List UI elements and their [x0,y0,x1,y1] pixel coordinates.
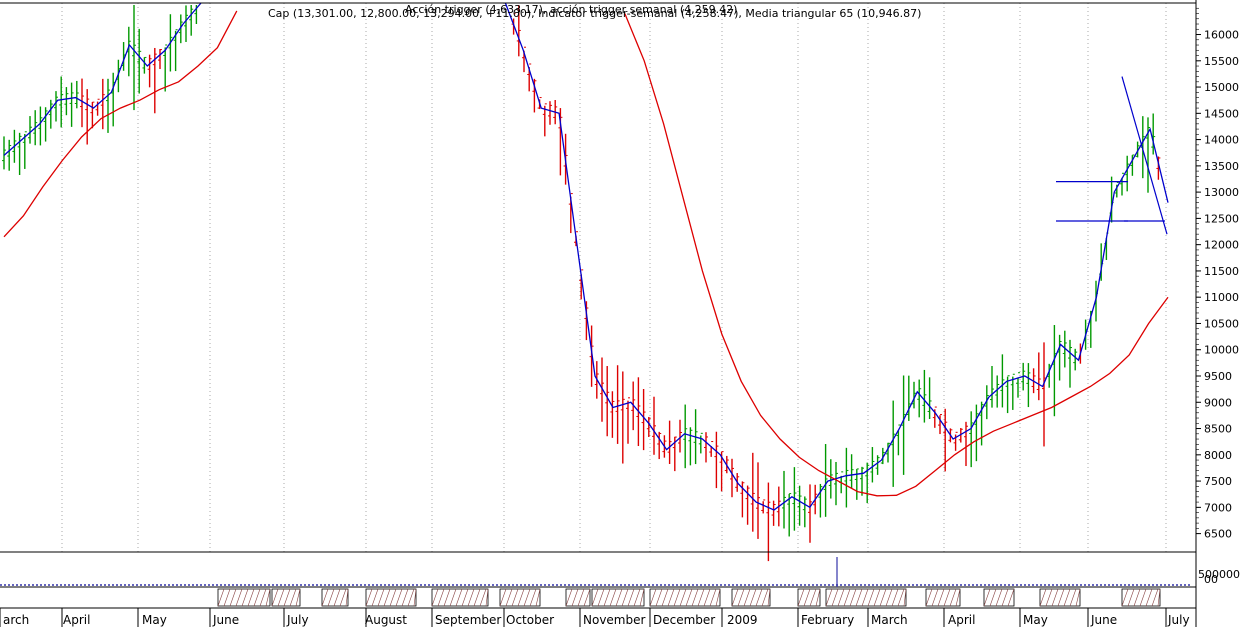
x-month-label: arch [3,613,29,627]
chart-frame [0,0,1197,627]
volume-panel [0,557,1190,607]
y-tick-label: 14000 [1204,134,1239,147]
volume-block [1039,588,1081,607]
x-axis: arch April May June July August September Octob… [0,608,1190,627]
header-line2: Acción trigger (4,633.17), acción trigge… [405,3,737,16]
y-tick-label: 7000 [1204,501,1232,514]
x-month-label: November [583,613,645,627]
trend-line [1121,76,1168,235]
volume-block [431,588,489,607]
series-line [3,2,1169,511]
y-tick-label: 7500 [1204,475,1232,488]
volume-block [271,588,301,607]
x-month-label: May [142,613,167,627]
x-month-label: July [286,613,309,627]
volume-block [321,588,349,607]
x-month-label: August [365,613,407,627]
volume-block [797,588,821,607]
x-month-label: 2009 [727,613,758,627]
volume-block [649,588,721,607]
x-month-label: July [1167,613,1190,627]
volume-tick-label: 00 [1204,573,1218,586]
y-tick-label: 9500 [1204,370,1232,383]
x-month-label: September [435,613,501,627]
y-tick-label: 6500 [1204,528,1232,541]
y-tick-label: 11000 [1204,291,1239,304]
y-tick-label: 10000 [1204,344,1239,357]
y-tick-label: 10500 [1204,317,1239,330]
volume-block [365,588,417,607]
indicator-lines [3,2,1169,511]
y-tick-label: 12000 [1204,239,1239,252]
volume-block [925,588,961,607]
y-axis: 6500 7000 7500 8000 8500 9000 9500 10000 10500 11… [1196,7,1239,541]
y-tick-label: 15500 [1204,55,1239,68]
y-tick-label: 16000 [1204,29,1239,42]
y-tick-label: 15000 [1204,81,1239,94]
header-line1: Cap (13,301.00, 12,800.00, 13,294.00, +1… [268,7,921,20]
volume-tick-label: 500000 [1198,568,1240,581]
y-tick-label: 8000 [1204,449,1232,462]
x-month-label: June [212,613,239,627]
x-month-label: April [63,613,90,627]
x-month-label: April [948,613,975,627]
y-tick-label: 9000 [1204,396,1232,409]
volume-block [825,588,907,607]
x-month-label: October [506,613,554,627]
x-month-label: February [801,613,854,627]
chart-header: Acción trigger (4,633.17), acción trigge… [268,3,921,20]
volume-block [499,588,541,607]
volume-block [591,588,645,607]
volume-block [731,588,771,607]
series-line [3,10,1169,497]
y-tick-label: 12500 [1204,212,1239,225]
volume-block [217,588,271,607]
x-month-label: March [871,613,908,627]
annotations [1056,76,1168,235]
volume-block [1121,588,1161,607]
x-month-label: December [653,613,715,627]
y-tick-label: 13000 [1204,186,1239,199]
y-tick-label: 11500 [1204,265,1239,278]
x-month-label: May [1023,613,1048,627]
volume-block [983,588,1015,607]
y-tick-label: 13500 [1204,160,1239,173]
y-tick-label: 14500 [1204,107,1239,120]
y-tick-label: 8500 [1204,423,1232,436]
x-month-label: June [1090,613,1117,627]
